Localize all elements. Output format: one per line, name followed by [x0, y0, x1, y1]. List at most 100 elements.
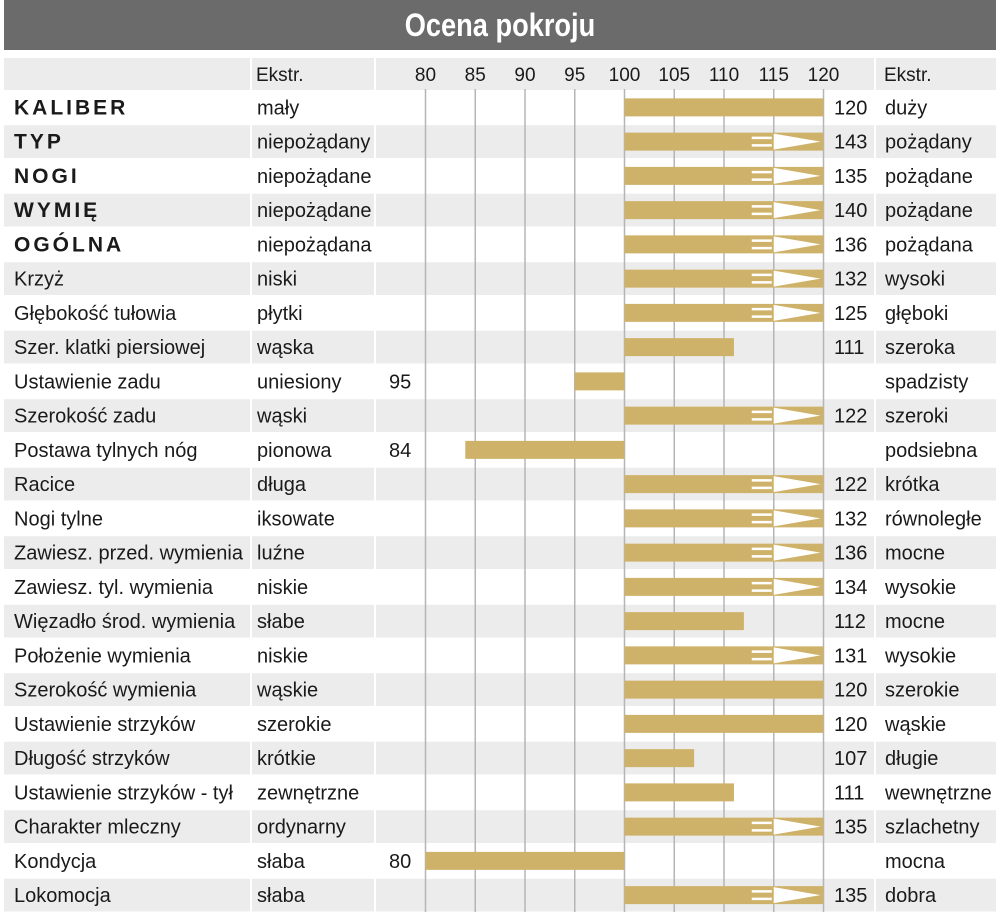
- overflow-line: [751, 520, 772, 524]
- trait-label: Położenie wymienia: [14, 645, 192, 667]
- trait-label: Kondycja: [14, 851, 97, 873]
- row-cell: [876, 296, 996, 330]
- axis-tick-label: 90: [514, 65, 535, 86]
- row-cell: [252, 433, 374, 467]
- row-cell: [4, 844, 250, 878]
- row-cell: [876, 193, 996, 227]
- row-cell: [876, 433, 996, 467]
- overflow-arrow-icon: [773, 133, 821, 150]
- low-extreme-label: słabe: [257, 611, 305, 633]
- value-label: 134: [834, 577, 867, 599]
- axis-tick-label: 95: [564, 65, 585, 86]
- value-label: 131: [834, 645, 867, 667]
- trait-label: KALIBER: [14, 96, 128, 119]
- high-extreme-label: szeroki: [885, 406, 948, 428]
- overflow-arrow-icon: [773, 887, 821, 904]
- overflow-arrow-icon: [773, 270, 821, 287]
- overflow-line: [751, 513, 772, 516]
- trait-label: Ustawienie zadu: [14, 371, 161, 393]
- high-extreme-label: mocne: [885, 611, 945, 633]
- row-cell: [876, 741, 996, 775]
- row-cell: [4, 330, 250, 364]
- row-cell: [252, 228, 374, 261]
- trait-label: NOGI: [14, 165, 80, 188]
- high-extreme-label: wysokie: [884, 645, 956, 667]
- high-extreme-label: pożądane: [885, 166, 973, 188]
- row-cell: [876, 878, 996, 912]
- row-cell: [252, 878, 374, 912]
- high-extreme-label: równoległe: [885, 508, 982, 530]
- value-label: 140: [834, 200, 867, 222]
- high-extreme-label: wewnętrzne: [884, 782, 992, 804]
- trait-label: Krzyż: [14, 269, 64, 291]
- row-cell: [4, 193, 250, 227]
- high-extreme-label: mocne: [885, 543, 945, 565]
- trait-label: Głębokość tułowia: [14, 303, 177, 325]
- value-label: 120: [834, 97, 867, 119]
- value-label: 111: [834, 782, 864, 804]
- trait-label: Racice: [14, 474, 75, 496]
- row-cell: [4, 91, 250, 124]
- axis-tick-label: 110: [709, 65, 739, 86]
- low-extreme-label: niski: [257, 269, 297, 291]
- row-cell: [4, 262, 250, 295]
- overflow-arrow-icon: [773, 510, 821, 527]
- overflow-line: [751, 650, 772, 653]
- row-cell: [4, 365, 250, 398]
- low-extreme-label: słaba: [257, 851, 306, 873]
- overflow-arrow-icon: [773, 236, 821, 253]
- row-cell: [876, 570, 996, 604]
- row-cell: [252, 741, 374, 775]
- overflow-line: [751, 410, 772, 414]
- row-cell: [4, 639, 250, 672]
- row-cell: [4, 467, 250, 501]
- low-extreme-label: niepożądana: [257, 234, 372, 256]
- overflow-arrow-icon: [773, 818, 821, 835]
- value-label: 132: [834, 508, 867, 530]
- low-extreme-label: ordynarny: [257, 817, 346, 839]
- low-extreme-label: wąskie: [256, 680, 318, 702]
- bar: [425, 851, 625, 870]
- row-cell: [252, 707, 374, 741]
- low-extreme-label: mały: [257, 97, 299, 119]
- overflow-line: [751, 479, 772, 482]
- overflow-line: [751, 239, 772, 242]
- bar: [624, 783, 734, 802]
- row-cell: [252, 536, 374, 569]
- overflow-line: [751, 212, 772, 216]
- value-label: 135: [834, 166, 867, 188]
- value-label: 135: [834, 817, 867, 839]
- bar: [624, 749, 695, 768]
- trait-label: TYP: [14, 131, 64, 154]
- low-extreme-label: słaba: [257, 885, 306, 907]
- row-cell: [252, 330, 374, 364]
- row-cell: [4, 673, 250, 706]
- axis-tick-label: 80: [415, 65, 436, 86]
- trait-label: Postawa tylnych nóg: [14, 440, 197, 462]
- value-label: 135: [834, 885, 867, 907]
- trait-label: Ustawienie strzyków - tył: [14, 782, 233, 804]
- row-cell: [252, 639, 374, 672]
- low-extreme-label: niepożądane: [257, 200, 372, 222]
- overflow-line: [751, 307, 772, 311]
- row-cell: [876, 776, 996, 809]
- row-cell: [4, 810, 250, 843]
- value-label: 80: [389, 851, 411, 873]
- row-cell: [4, 536, 250, 569]
- row-cell: [876, 844, 996, 878]
- row-cell: [4, 125, 250, 158]
- bar: [624, 714, 824, 733]
- low-extreme-label: krótkie: [257, 748, 316, 770]
- low-extreme-label: szerokie: [257, 714, 331, 736]
- low-extreme-label: płytki: [257, 303, 303, 325]
- value-label: 125: [834, 303, 867, 325]
- low-extreme-label: pionowa: [257, 440, 332, 462]
- axis-tick-label: 85: [465, 65, 486, 86]
- row-cell: [4, 399, 250, 432]
- row-cell: [4, 502, 250, 535]
- value-label: 136: [834, 543, 867, 565]
- high-extreme-label: pożądane: [885, 200, 973, 222]
- high-extreme-label: dobra: [885, 885, 937, 907]
- high-extreme-label: szerokie: [885, 680, 959, 702]
